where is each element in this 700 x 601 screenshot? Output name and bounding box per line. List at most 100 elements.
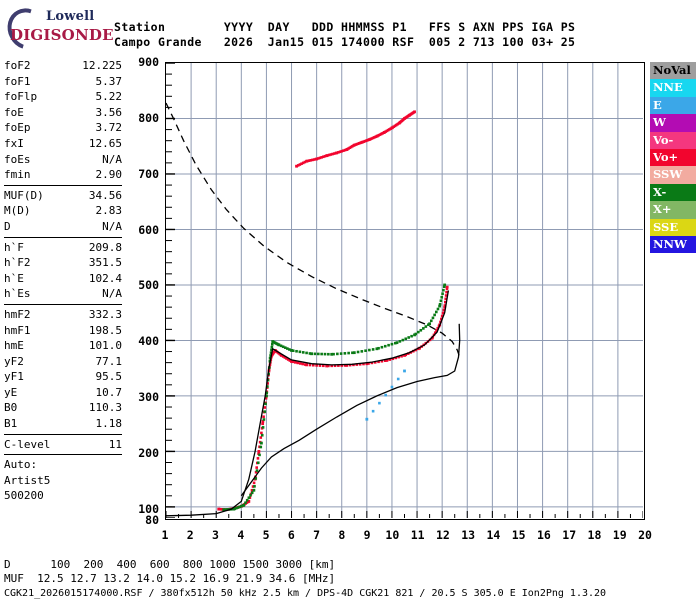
y-tick-label: 300 [138,390,159,405]
footer-distance-row: D 100 200 400 600 800 1000 1500 3000 [km… [4,558,336,571]
ionogram-parameter-panel: foF2 12.225 foF1 5.37 foFlp 5.22 foE 3.56 foEp 3.… [2,58,124,504]
param-row-hes: h`Es N/A [2,286,124,302]
x-tick-label: 3 [212,528,219,542]
series-2 [222,283,447,512]
legend-item-x[interactable]: X- [650,183,696,202]
param-value: 5.37 [95,74,123,88]
x-tick-label: 20 [638,528,652,542]
param-key: fxI [4,136,24,150]
series-0 [166,102,461,358]
param-group-profile: hmF2 332.3 hmF1 198.5 hmE 101.0 yF2 77.1 yF1 95.5… [2,307,124,432]
param-value: 5.22 [95,90,123,104]
param-key: foF1 [4,74,31,88]
y-tick-label: 100 [138,501,159,516]
param-value: 332.3 [88,307,122,321]
x-tick-label: 10 [385,528,400,542]
param-key: h`Es [4,287,31,301]
x-tick-label: 17 [562,528,577,542]
x-minor-ticks [166,511,643,518]
param-row-md: M(D) 2.83 [2,203,124,219]
param-group-virtual-heights: h`F 209.8 h`F2 351.5 h`E 102.4 h`Es N/A [2,240,124,302]
param-row-foes: foEs N/A [2,152,124,168]
param-key: h`F2 [4,256,31,270]
param-value: N/A [102,219,122,233]
auto-name: Artist5 [4,473,51,487]
x-tick-label: 15 [511,528,526,542]
param-group-clevel: C-level 11 [2,437,124,453]
legend-item-x[interactable]: X+ [650,201,696,219]
param-row-ye: yE 10.7 [2,385,124,401]
footer-muf-row: MUF 12.5 12.7 13.2 14.0 15.2 16.9 21.9 3… [4,572,336,585]
param-key: MUF(D) [4,188,44,202]
x-tick-label: 11 [410,528,425,542]
x-tick-label: 5 [262,528,270,542]
param-row-hmf1: hmF1 198.5 [2,323,124,339]
x-tick-label: 7 [313,528,321,542]
legend-item-nne[interactable]: NNE [650,79,696,97]
param-row-foflp: foFlp 5.22 [2,89,124,105]
divider [4,236,122,238]
param-row-yf1: yF1 95.5 [2,369,124,385]
divider [4,184,122,186]
param-value: 95.5 [95,370,123,384]
param-row-yf2: yF2 77.1 [2,354,124,370]
param-value: 101.0 [88,339,122,353]
param-key: hmF2 [4,307,31,321]
param-value: 1.18 [95,417,123,431]
legend-item-e[interactable]: E [650,96,696,115]
y-tick-label: 800 [138,110,159,125]
param-group-frequencies: foF2 12.225 foF1 5.37 foFlp 5.22 foE 3.56 foEp 3.… [2,58,124,183]
ionogram-canvas [166,63,643,518]
param-value: 10.7 [95,385,123,399]
x-tick-label: 12 [435,528,450,542]
logo-digisonde-text: DIGISONDE [10,26,114,44]
x-tick-label: 1 [161,528,169,542]
y-tick-label: 200 [138,445,159,460]
series-3 [166,290,450,517]
param-value: 209.8 [88,240,122,254]
header-labels-row: Station YYYY DAY DDD HHMMSS P1 FFS S AXN… [114,20,576,34]
param-key: foF2 [4,59,31,72]
param-row-hf: h`F 209.8 [2,240,124,256]
param-value: N/A [102,152,122,166]
param-key: hmF1 [4,323,31,337]
param-row-foe: foE 3.56 [2,105,124,121]
legend-item-sse[interactable]: SSE [650,218,696,236]
ionogram-plot-area[interactable] [165,62,645,520]
legend-item-noval[interactable]: NoVal [650,62,696,80]
param-value: 3.72 [95,121,123,135]
legend-item-vo[interactable]: Vo+ [650,148,696,167]
x-tick-label: 8 [338,528,346,542]
legend-item-vo[interactable]: Vo- [650,131,696,149]
param-value: 110.3 [88,401,122,415]
station-header: Station YYYY DAY DDD HHMMSS P1 FFS S AXN… [114,20,575,50]
legend-item-nnw[interactable]: NNW [650,235,696,254]
param-row-b1: B1 1.18 [2,416,124,432]
param-row-he: h`E 102.4 [2,271,124,287]
y-tick-label: 500 [138,278,159,293]
x-tick-label: 2 [186,528,194,542]
param-row-fxi: fxI 12.65 [2,136,124,152]
param-key: B1 [4,417,18,431]
y-tick-label: 400 [138,334,159,349]
param-row-hmf2: hmF2 332.3 [2,307,124,323]
param-key: hmE [4,339,24,353]
footer-file-row: CGK21_2026015174000.RSF / 380fx512h 50 k… [4,588,607,599]
param-value: 198.5 [88,323,122,337]
param-value: 12.65 [88,136,122,150]
param-row-hme: hmE 101.0 [2,338,124,354]
param-row-clevel: C-level 11 [2,437,124,453]
series-4 [240,323,461,497]
legend-item-ssw[interactable]: SSW [650,166,696,184]
param-key: h`F [4,240,24,254]
param-value: 12.225 [82,59,122,72]
param-row-b0: B0 110.3 [2,400,124,416]
param-key: yE [4,385,18,399]
divider [4,303,122,305]
x-tick-label: 9 [363,528,371,542]
divider [4,454,122,456]
param-row-foep: foEp 3.72 [2,120,124,136]
param-key: h`E [4,271,24,285]
legend-item-w[interactable]: W [650,114,696,132]
param-key: foEp [4,121,31,135]
